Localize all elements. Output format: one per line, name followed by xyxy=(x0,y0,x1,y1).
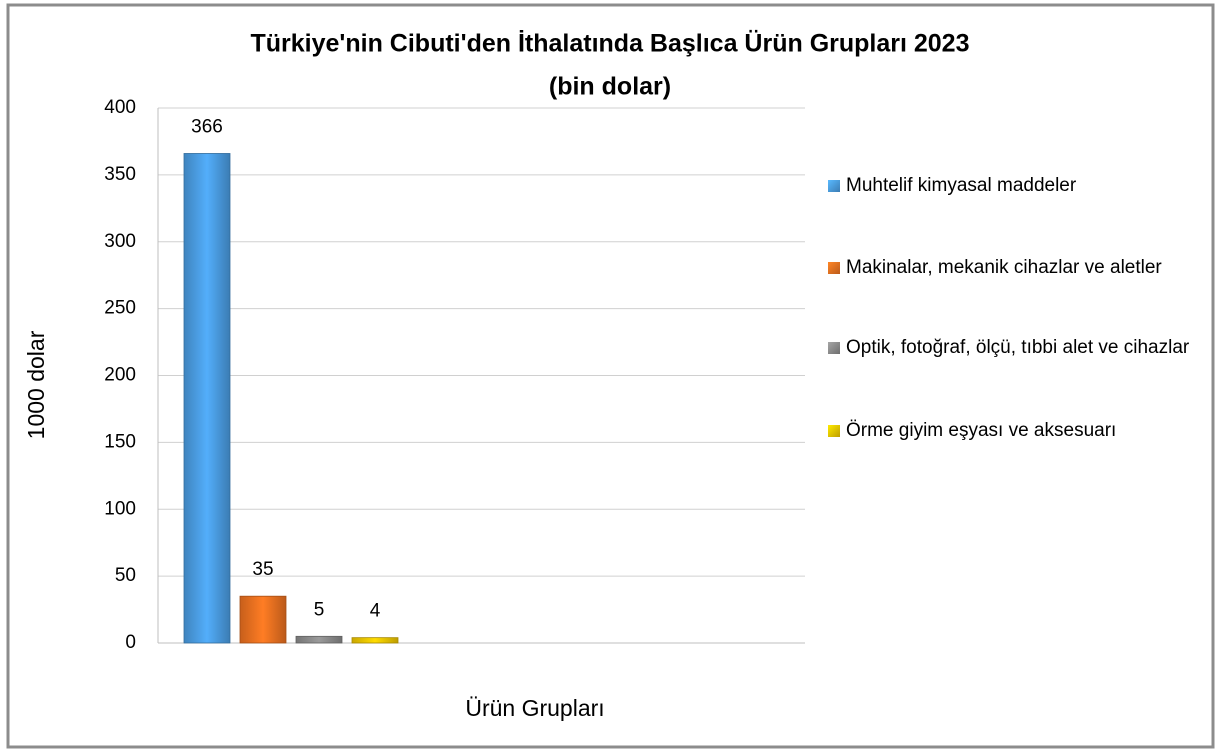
data-label: 35 xyxy=(252,559,273,580)
legend-swatch xyxy=(828,342,840,354)
legend-label: Örme giyim eşyası ve aksesuarı xyxy=(846,420,1117,441)
y-tick-label: 0 xyxy=(125,632,136,653)
y-axis-title: 1000 dolar xyxy=(23,330,49,439)
legend-swatch xyxy=(828,180,840,192)
y-tick-label: 400 xyxy=(104,97,136,118)
data-label: 4 xyxy=(370,601,381,622)
chart-title: (bin dolar) xyxy=(549,73,671,101)
bar xyxy=(183,153,231,644)
y-tick-label: 250 xyxy=(104,298,136,319)
data-label: 366 xyxy=(191,116,223,137)
legend-label: Muhtelif kimyasal maddeler xyxy=(846,175,1077,196)
bar xyxy=(295,635,343,644)
y-tick-label: 150 xyxy=(104,431,136,452)
y-tick-label: 200 xyxy=(104,365,136,386)
legend-swatch xyxy=(828,262,840,274)
legend-label: Optik, fotoğraf, ölçü, tıbbi alet ve cih… xyxy=(846,337,1190,358)
x-axis-title: Ürün Grupları xyxy=(465,695,604,721)
y-tick-label: 50 xyxy=(115,565,136,586)
chart-title: Türkiye'nin Cibuti'den İthalatında Başlı… xyxy=(251,29,970,58)
data-label: 5 xyxy=(314,599,325,620)
bar xyxy=(351,637,399,644)
y-tick-label: 350 xyxy=(104,164,136,185)
y-tick-label: 100 xyxy=(104,498,136,519)
legend-label: Makinalar, mekanik cihazlar ve aletler xyxy=(846,257,1162,278)
y-tick-label: 300 xyxy=(104,231,136,252)
bar xyxy=(239,595,287,644)
legend-swatch xyxy=(828,425,840,437)
